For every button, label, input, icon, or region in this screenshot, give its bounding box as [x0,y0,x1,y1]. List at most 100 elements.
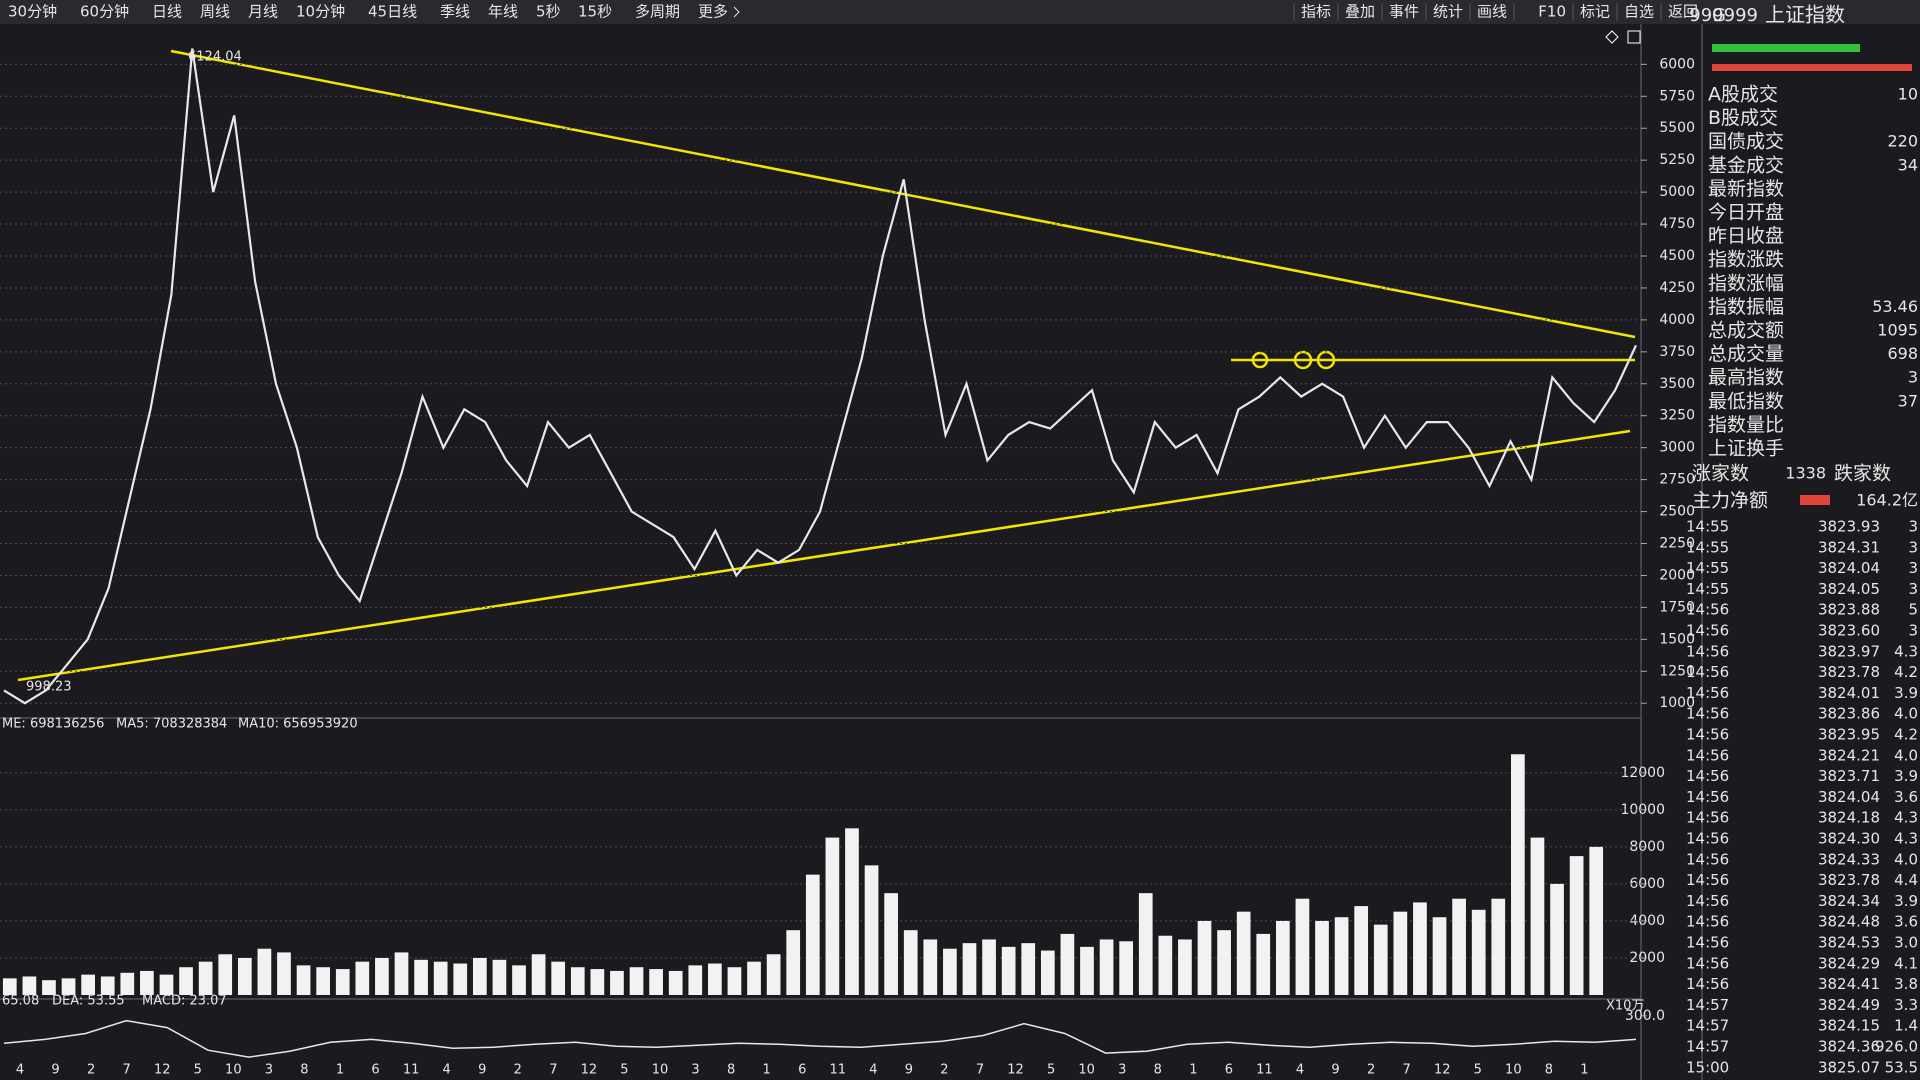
stat-label: B股成交 [1708,107,1778,129]
tick-time: 14:56 [1686,601,1729,619]
period-tab[interactable]: 月线 [248,3,278,21]
tick-time: 14:56 [1686,663,1729,681]
volume-bar [218,954,233,995]
tick-volume: 3 [1908,518,1918,536]
y-tick-label: 1000 [1659,695,1695,711]
tick-time: 14:57 [1686,1038,1729,1056]
date-label: 10 [225,1063,242,1078]
date-label: 4 [869,1063,877,1078]
tick-price: 3823.71 [1818,767,1880,785]
tool-button[interactable]: 指标 [1301,3,1331,21]
y-tick-label: 4000 [1629,913,1665,929]
tick-price: 3824.18 [1818,809,1880,827]
tick-price: 3824.01 [1818,684,1880,702]
tool-button[interactable]: 事件 [1389,3,1419,21]
tick-time: 14:56 [1686,642,1729,660]
tool-button[interactable]: F10 [1538,3,1566,21]
period-tab[interactable]: 年线 [488,3,518,21]
y-tick-label: 1500 [1659,631,1695,647]
volume-bar [1138,893,1153,995]
tool-button[interactable]: 叠加 [1345,3,1375,21]
y-tick-label: 8000 [1629,839,1665,855]
date-label: 10 [652,1063,669,1078]
price-line [3,48,1637,705]
y-tick-label: 3750 [1659,344,1695,360]
tool-button[interactable]: 画线 [1477,3,1507,21]
y-tick-label: 3250 [1659,408,1695,424]
tick-time: 14:56 [1686,622,1729,640]
period-tab[interactable]: 日线 [152,3,182,21]
index-code: 999999 [1689,5,1758,26]
tick-price: 3823.60 [1818,622,1880,640]
date-label: 9 [905,1063,913,1078]
period-tab[interactable]: 15秒 [578,3,612,21]
volume-bar [433,961,448,995]
stat-label: 指数涨幅 [1708,272,1784,294]
tick-volume: 4.4 [1894,871,1918,889]
tick-volume: 3.9 [1894,767,1918,785]
tick-volume: 3.3 [1894,996,1918,1014]
date-label: 12 [154,1063,171,1078]
stat-value: 3 [1908,368,1918,387]
tick-time: 14:56 [1686,746,1729,764]
date-label: 12 [1434,1063,1451,1078]
tick-price: 3824.04 [1818,788,1880,806]
tick-price: 3824.48 [1818,913,1880,931]
period-tab[interactable]: 60分钟 [80,3,129,21]
tick-time: 14:55 [1686,518,1729,536]
low-label: 998.23 [26,680,72,695]
period-tab[interactable]: 更多 [698,3,728,21]
tick-time: 14:56 [1686,788,1729,806]
date-label: 11 [403,1063,420,1078]
volume-bar [1295,898,1310,995]
tick-time: 14:56 [1686,684,1729,702]
tool-button[interactable]: 自选 [1624,3,1654,21]
date-label: 9 [478,1063,486,1078]
breadth-value: 1338 [1785,464,1826,483]
legend-entry: MA10: 656953920 [238,717,358,732]
period-tab[interactable]: 10分钟 [296,3,345,21]
period-tab[interactable]: 周线 [200,3,230,21]
tick-volume: 4.0 [1894,850,1918,868]
high-label: 6124.04 [188,50,242,65]
period-tab[interactable]: 多周期 [635,3,680,21]
y-tick-label: 5250 [1659,152,1695,168]
tool-button[interactable]: 标记 [1580,3,1610,21]
y-tick-label: 2750 [1659,472,1695,488]
y-tick-label: 3500 [1659,376,1695,392]
period-tab[interactable]: 季线 [440,3,470,21]
date-label: 7 [976,1063,984,1078]
tick-time: 14:56 [1686,954,1729,972]
tool-button[interactable]: 统计 [1433,3,1463,21]
stat-value: 10 [1898,85,1918,104]
date-label: 2 [1367,1063,1375,1078]
tick-volume: 3 [1908,622,1918,640]
tick-price: 3824.34 [1818,892,1880,910]
icon[interactable] [1627,30,1641,44]
tick-volume: 3.9 [1894,892,1918,910]
tick-price: 3823.88 [1818,601,1880,619]
tool-button[interactable]: 返回 [1668,3,1698,21]
volume-bar [982,939,996,995]
volume-bar [1511,754,1525,995]
tick-volume: 4.1 [1894,954,1918,972]
volume-bar [1158,935,1173,995]
period-tab[interactable]: 30分钟 [8,3,57,21]
icon[interactable] [1605,30,1619,44]
period-tab[interactable]: 5秒 [536,3,561,21]
tick-price: 3824.15 [1818,1017,1880,1035]
tick-price: 3824.21 [1818,746,1880,764]
date-label: 2 [940,1063,948,1078]
volume-bar [1373,924,1388,995]
stat-label: 基金成交 [1708,154,1784,176]
date-label: 4 [16,1063,24,1078]
tick-price: 3824.41 [1818,975,1880,993]
date-label: 4 [1296,1063,1304,1078]
tick-time: 14:55 [1686,580,1729,598]
volume-bar [1099,939,1114,995]
period-tab[interactable]: 45日线 [368,3,417,21]
unit-label: X10万 [1606,999,1644,1014]
volume-bar [414,959,428,995]
volume-bar [649,969,663,995]
